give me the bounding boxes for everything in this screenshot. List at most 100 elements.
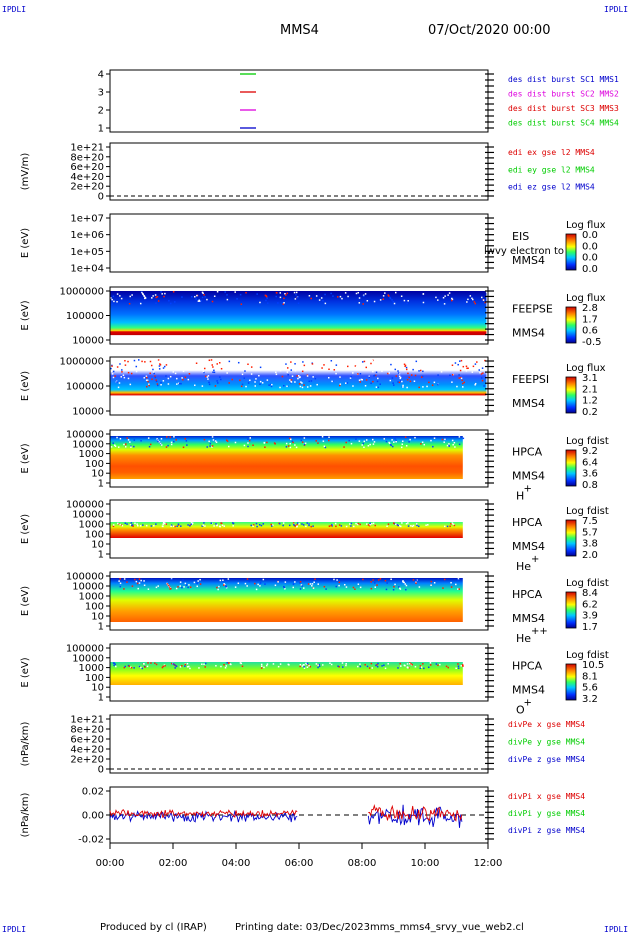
speckle-dot [175,587,178,590]
colorbar-title: Log fdist [566,506,609,517]
speckle-dot [440,371,443,373]
y-tick-label: 10 [91,612,104,623]
speckle-dot [352,372,354,374]
speckle-dot [170,524,173,526]
speckle-dot [234,441,237,444]
speckle-dot [357,583,360,585]
speckle-dot [170,363,172,365]
speckle-dot [441,438,444,441]
speckle-dot [438,365,441,367]
speckle-dot [308,664,310,667]
speckle-dot [286,367,289,369]
speckle-dot [274,584,277,587]
speckle-dot [451,439,454,442]
speckle-dot [422,386,424,388]
speckle-dot [182,579,184,582]
speckle-dot [255,378,257,380]
speckle-dot [203,367,206,370]
colorbar-tick: 0.0 [582,264,598,275]
speckle-dot [457,578,460,580]
speckle-dot [222,579,224,581]
speckle-dot [285,294,287,296]
species-label: H [516,490,524,503]
speckle-dot [342,666,344,668]
speckle-dot [294,525,297,527]
speckle-dot [134,522,136,525]
speckle-dot [143,663,145,665]
speckle-dot [158,365,161,367]
speckle-dot [209,442,212,445]
speckle-dot [297,377,299,380]
speckle-dot [474,382,477,385]
speckle-dot [245,385,247,388]
speckle-dot [138,362,141,364]
speckle-dot [154,375,156,377]
speckle-dot [140,666,142,669]
speckle-dot [409,380,412,383]
speckle-dot [208,381,210,384]
speckle-dot [228,382,230,384]
speckle-dot [308,523,310,525]
speckle-dot [247,363,249,366]
speckle-dot [256,293,258,295]
speckle-dot [402,386,404,388]
speckle-dot [322,300,324,302]
speckle-dot [445,665,448,668]
speckle-dot [170,441,173,444]
speckle-dot [361,444,363,446]
y-tick-label: 1000 [79,520,104,531]
speckle-dot [412,579,415,581]
y-tick-label: 10000 [72,582,104,593]
speckle-dot [169,302,172,305]
speckle-dot [294,363,296,365]
spectrogram [110,578,463,622]
speckle-dot [164,664,166,667]
speckle-dot [272,524,274,526]
speckle-dot [167,383,170,385]
speckle-dot [110,297,112,299]
colorbar-tick: 3.2 [582,694,598,705]
speckle-dot [204,525,206,527]
speckle-dot [437,299,439,301]
speckle-dot [401,522,403,524]
speckle-dot [117,368,119,371]
speckle-dot [191,522,194,524]
speckle-dot [460,376,462,379]
legend-entry: divPe z gse MMS4 [508,755,585,764]
speckle-dot [393,441,395,443]
speckle-dot [452,443,454,446]
speckle-dot [181,367,184,370]
speckle-dot [153,525,155,527]
speckle-dot [261,382,264,384]
speckle-dot [407,667,409,669]
spectrogram-speckle [110,436,465,449]
speckle-dot [430,580,433,583]
divpi-trace [367,804,463,828]
speckle-dot [383,664,385,666]
speckle-dot [126,368,128,370]
speckle-dot [256,525,258,528]
speckle-dot [478,369,480,371]
speckle-dot [159,363,161,365]
speckle-dot [397,367,399,369]
speckle-dot [133,439,136,441]
speckle-dot [212,371,214,373]
speckle-dot [290,438,292,441]
speckle-dot [301,359,304,361]
speckle-dot [124,522,127,524]
speckle-dot [372,522,375,525]
speckle-dot [301,665,304,667]
speckle-dot [308,295,311,297]
speckle-dot [287,373,289,376]
speckle-dot [312,376,314,378]
speckle-dot [372,380,374,383]
speckle-dot [443,441,445,443]
panel-frame [109,643,489,702]
speckle-dot [345,382,347,384]
speckle-dot [119,295,121,297]
speckle-dot [362,578,364,581]
speckle-dot [484,359,486,362]
speckle-dot [350,375,352,378]
speckle-dot [185,584,188,586]
speckle-dot [327,376,330,379]
